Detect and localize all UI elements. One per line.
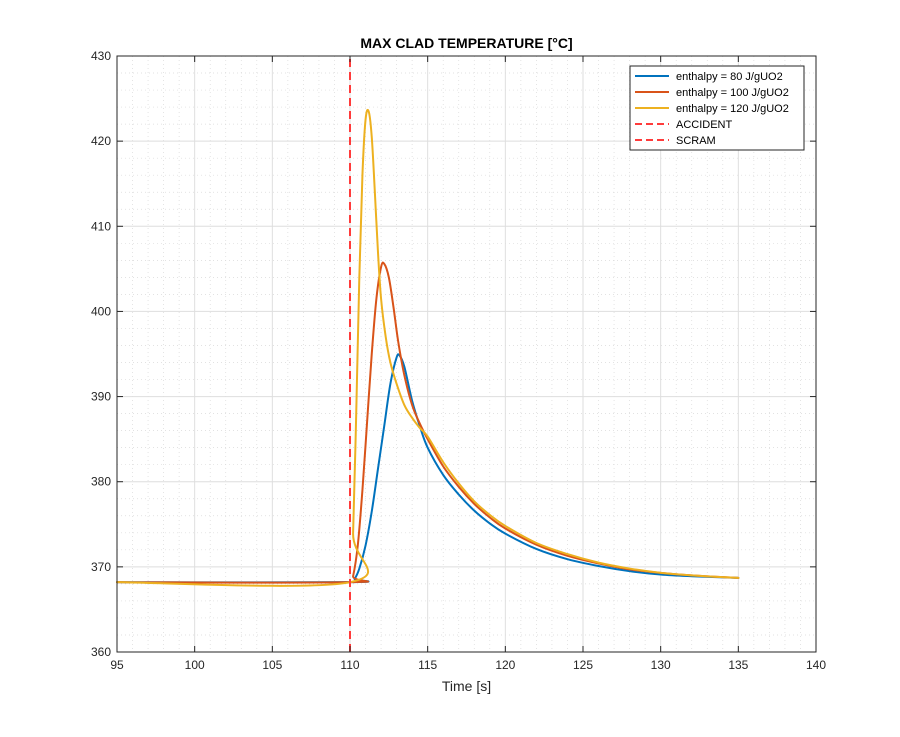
x-tick-label: 115 [418,658,437,672]
x-tick-label: 140 [806,658,826,672]
y-tick-label: 430 [91,49,111,63]
x-tick-label: 110 [340,658,359,672]
legend: enthalpy = 80 J/gUO2 enthalpy = 100 J/gUO… [629,65,805,151]
x-tick-label: 120 [495,658,515,672]
x-tick-label: 135 [728,658,748,672]
axes-box [116,55,817,653]
legend-label: enthalpy = 100 J/gUO2 [676,87,789,99]
series-line-2 [116,261,740,584]
chart-title: MAX CLAD TEMPERATURE [°C] [360,35,572,51]
y-tick-label: 360 [91,645,111,659]
x-tick-label: 105 [262,658,282,672]
legend-label: enthalpy = 120 J/gUO2 [676,103,789,115]
y-tick-label: 420 [91,134,111,148]
series-line-3 [116,108,740,587]
y-tick-label: 390 [91,390,111,404]
x-tick-label: 95 [110,658,124,672]
legend-label: ACCIDENT [676,119,733,131]
y-tick-label: 400 [91,304,111,318]
minor-grid [117,56,816,652]
legend-label: enthalpy = 80 J/gUO2 [676,71,783,83]
x-tick-label: 125 [573,658,593,672]
x-tick-label: 130 [651,658,671,672]
y-tick-label: 410 [91,219,111,233]
x-axis-label: Time [s] [442,678,491,694]
series-layer [116,56,740,652]
legend-label: SCRAM [676,135,716,147]
x-tick-label: 100 [185,658,205,672]
plot-area [117,56,816,652]
y-tick-label: 380 [91,475,111,489]
y-tick-label: 370 [91,560,111,574]
axis-ticks: 95 100 105 110 115 120 125 130 135 140 360 370 380 39… [91,49,826,672]
